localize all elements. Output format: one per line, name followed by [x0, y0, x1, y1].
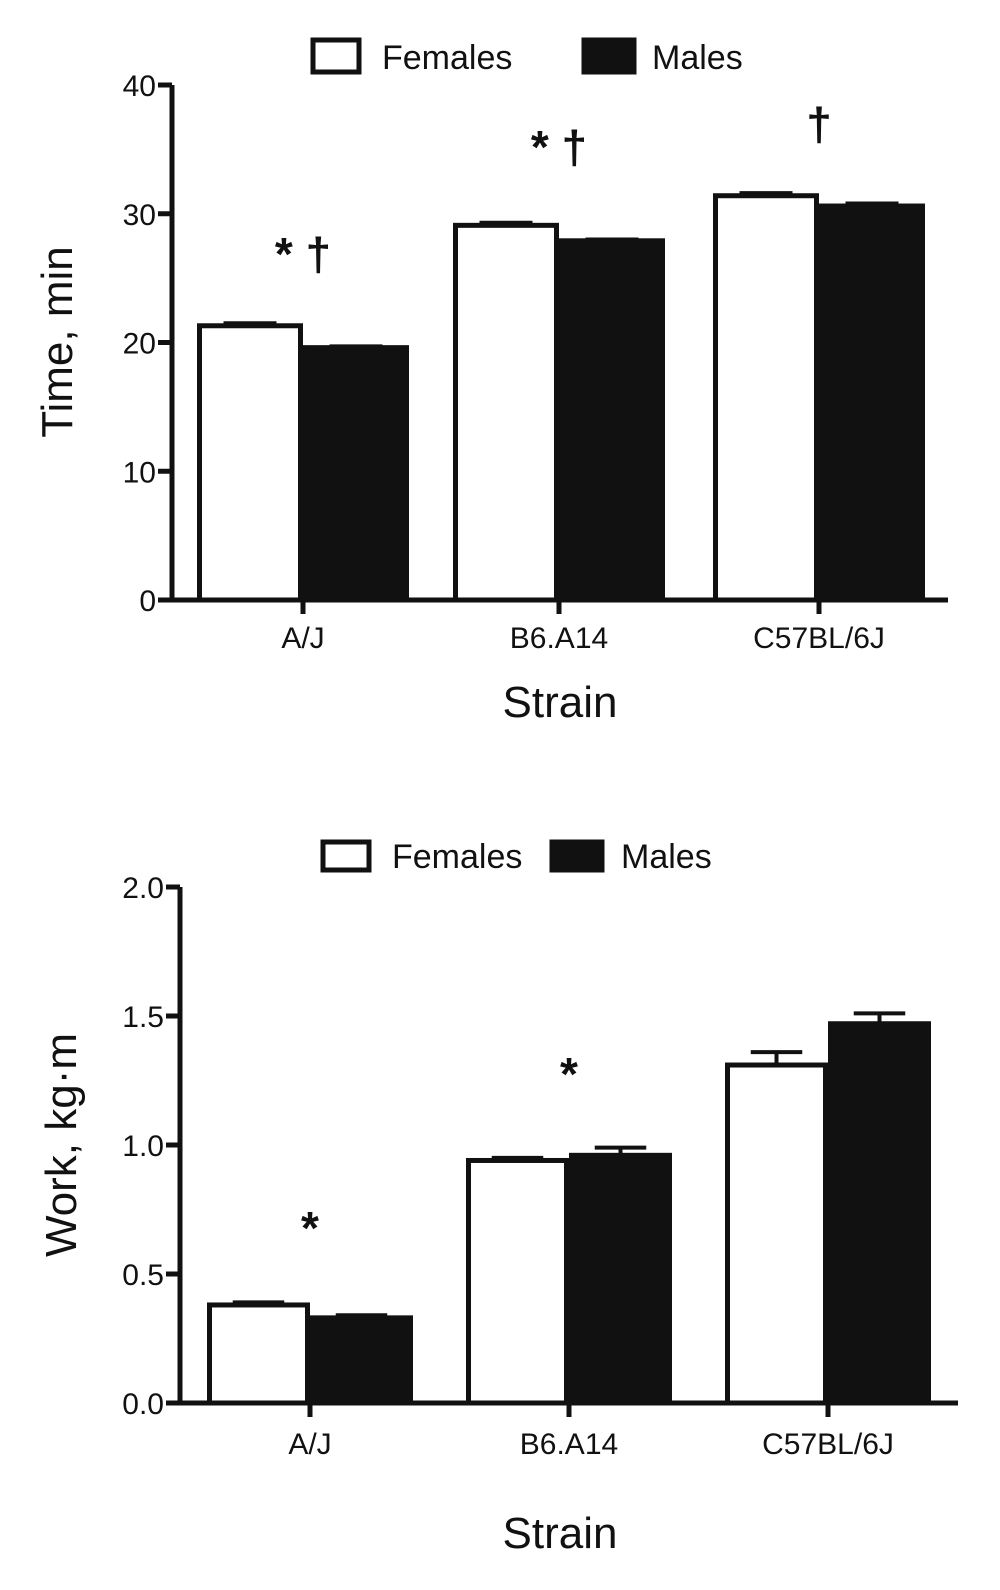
- significance-marker: * †: [275, 228, 331, 280]
- bar-females-b6-a14: [453, 222, 559, 603]
- legend-label-females: Females: [382, 39, 512, 77]
- bar-males-a-j: [303, 345, 409, 603]
- x-tick-label: C57BL/6J: [762, 1428, 894, 1461]
- bar-females-c57bl-6j: [713, 193, 819, 603]
- y-axis-title: Time, min: [33, 246, 82, 438]
- legend-label-females: Females: [392, 838, 522, 876]
- y-tick-label: 30: [123, 199, 156, 232]
- chart-panel-1: Females Males 0 10 20 30 40 A/J B6.A14 C57BL/6J St…: [33, 37, 948, 727]
- significance-marker: †: [806, 98, 832, 150]
- y-tick-label: 0: [139, 585, 156, 618]
- y-tick-label: 1.0: [122, 1130, 164, 1163]
- legend-swatch-males: [581, 37, 637, 75]
- legend-swatch-females: [310, 37, 362, 75]
- y-tick-label: 0.5: [122, 1259, 164, 1292]
- bar-males-c57bl-6j: [819, 203, 925, 603]
- y-tick-label: 40: [123, 70, 156, 103]
- significance-marker: *: [560, 1048, 578, 1100]
- x-tick-label: C57BL/6J: [753, 622, 885, 655]
- x-tick-label: A/J: [288, 1428, 331, 1461]
- legend-label-males: Males: [621, 838, 712, 876]
- bar-males-c57bl-6j: [828, 1021, 931, 1406]
- y-tick-label: 2.0: [122, 872, 164, 905]
- x-axis-title: Strain: [503, 1509, 618, 1558]
- y-tick-label: 10: [123, 456, 156, 489]
- legend-swatch-males: [549, 839, 605, 873]
- x-tick-label: B6.A14: [510, 622, 608, 655]
- legend-swatch-females: [320, 839, 372, 873]
- x-tick-label: B6.A14: [520, 1428, 618, 1461]
- bar-females-c57bl-6j: [725, 1062, 828, 1406]
- y-axis-title: Work, kg·m: [37, 1033, 86, 1257]
- legend-label-males: Males: [652, 39, 743, 77]
- y-tick-label: 20: [123, 328, 156, 361]
- bar-males-b6-a14: [569, 1152, 672, 1406]
- significance-marker: *: [301, 1202, 319, 1254]
- y-tick-label: 1.5: [122, 1001, 164, 1034]
- x-axis-title: Strain: [503, 678, 618, 727]
- bar-females-a-j: [197, 323, 303, 603]
- x-tick-label: A/J: [281, 622, 324, 655]
- bar-females-a-j: [207, 1302, 310, 1406]
- significance-marker: * †: [531, 121, 587, 173]
- bar-females-b6-a14: [466, 1157, 569, 1406]
- chart-panel-2: Females Males 0.0 0.5 1.0 1.5 2.0 A/J B6.A14 C57B…: [37, 838, 958, 1558]
- y-tick-label: 0.0: [122, 1388, 164, 1421]
- bar-males-a-j: [310, 1315, 413, 1406]
- bar-males-b6-a14: [559, 238, 665, 603]
